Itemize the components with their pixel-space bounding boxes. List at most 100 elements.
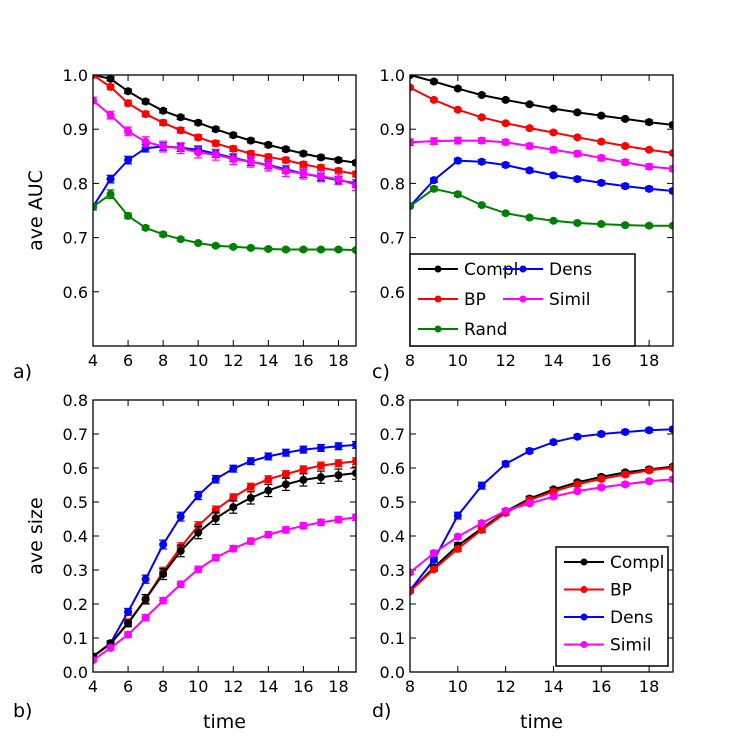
legend-marker xyxy=(519,295,527,303)
y-tick-label: 0.4 xyxy=(63,527,88,546)
legend-label: BP xyxy=(610,581,632,601)
data-point xyxy=(525,142,534,151)
data-point xyxy=(525,100,534,109)
data-point xyxy=(229,155,238,164)
y-axis-label: ave AUC xyxy=(25,170,47,251)
data-point xyxy=(316,473,325,482)
series-bp xyxy=(410,463,673,596)
series-line xyxy=(93,472,356,658)
x-tick-label: 8 xyxy=(405,677,415,696)
data-point xyxy=(159,118,168,127)
legend-item-compl: Compl xyxy=(418,260,518,280)
data-point xyxy=(429,549,438,557)
data-point xyxy=(429,176,438,185)
data-point xyxy=(124,156,133,165)
data-point xyxy=(410,587,414,596)
y-tick-label: 0.4 xyxy=(380,527,405,546)
data-point xyxy=(549,145,558,154)
legend-item-bp: BP xyxy=(564,581,632,601)
data-point xyxy=(352,469,356,478)
data-point xyxy=(124,630,133,639)
data-point xyxy=(246,537,255,546)
data-point xyxy=(453,532,462,541)
y-tick-label: 0.9 xyxy=(63,120,88,139)
data-point xyxy=(194,565,203,574)
series-simil xyxy=(93,96,356,192)
x-tick-label: 18 xyxy=(328,351,348,370)
data-point xyxy=(334,459,343,468)
legend-item-simil: Simil xyxy=(503,290,591,310)
data-point xyxy=(246,493,255,502)
data-point xyxy=(176,546,185,555)
y-tick-label: 0.2 xyxy=(63,595,88,614)
data-point xyxy=(621,427,630,436)
data-point xyxy=(334,245,343,254)
data-point xyxy=(453,105,462,114)
data-point xyxy=(229,131,238,140)
y-tick-label: 0.1 xyxy=(380,629,405,648)
series-line xyxy=(93,443,356,658)
data-point xyxy=(334,471,343,480)
data-point xyxy=(176,144,185,153)
data-point xyxy=(159,230,168,239)
legend-item-compl: Compl xyxy=(564,553,664,573)
legend-marker xyxy=(434,295,442,303)
data-point xyxy=(124,607,133,616)
x-tick-label: 14 xyxy=(543,677,563,696)
axes-frame xyxy=(92,399,357,673)
x-tick-label: 12 xyxy=(223,351,243,370)
data-point xyxy=(645,477,654,486)
data-point xyxy=(477,136,486,145)
data-point xyxy=(410,138,414,147)
data-point xyxy=(501,160,510,169)
panel-label: b) xyxy=(13,700,32,722)
data-point xyxy=(124,211,133,220)
data-point xyxy=(124,87,133,96)
data-point xyxy=(316,153,325,162)
data-point xyxy=(93,75,97,79)
data-point xyxy=(501,95,510,104)
data-point xyxy=(316,172,325,181)
data-point xyxy=(573,480,582,489)
data-point xyxy=(573,175,582,184)
series-line xyxy=(93,460,356,658)
data-point xyxy=(281,448,290,457)
y-tick-label: 0.1 xyxy=(63,629,88,648)
data-point xyxy=(453,136,462,145)
data-point xyxy=(316,245,325,254)
data-point xyxy=(597,137,606,146)
data-point xyxy=(549,438,558,447)
plot-area xyxy=(93,75,356,255)
data-point xyxy=(124,127,133,136)
x-tick-label: 18 xyxy=(328,677,348,696)
data-point xyxy=(621,470,630,479)
x-tick-label: 8 xyxy=(158,677,168,696)
data-point xyxy=(477,525,486,534)
legend-label: Dens xyxy=(549,260,592,280)
data-point xyxy=(669,120,673,129)
data-point xyxy=(477,201,486,210)
data-point xyxy=(669,221,673,230)
data-point xyxy=(141,613,150,622)
legend-item-dens: Dens xyxy=(564,608,653,628)
data-point xyxy=(453,156,462,165)
legend-label: Dens xyxy=(610,608,653,628)
data-point xyxy=(141,137,150,146)
data-point xyxy=(645,162,654,171)
data-point xyxy=(669,463,673,472)
y-tick-label: 0.8 xyxy=(380,174,405,193)
data-point xyxy=(141,97,150,106)
data-point xyxy=(246,243,255,252)
data-point xyxy=(597,474,606,483)
x-tick-label: 12 xyxy=(495,677,515,696)
data-point xyxy=(352,513,356,522)
x-tick-label: 16 xyxy=(591,351,611,370)
data-point xyxy=(597,430,606,438)
x-tick-label: 14 xyxy=(258,351,278,370)
data-point xyxy=(645,426,654,435)
data-point xyxy=(549,492,558,501)
y-tick-label: 0.0 xyxy=(380,663,405,682)
data-point xyxy=(429,77,438,86)
series-rand xyxy=(410,184,673,230)
